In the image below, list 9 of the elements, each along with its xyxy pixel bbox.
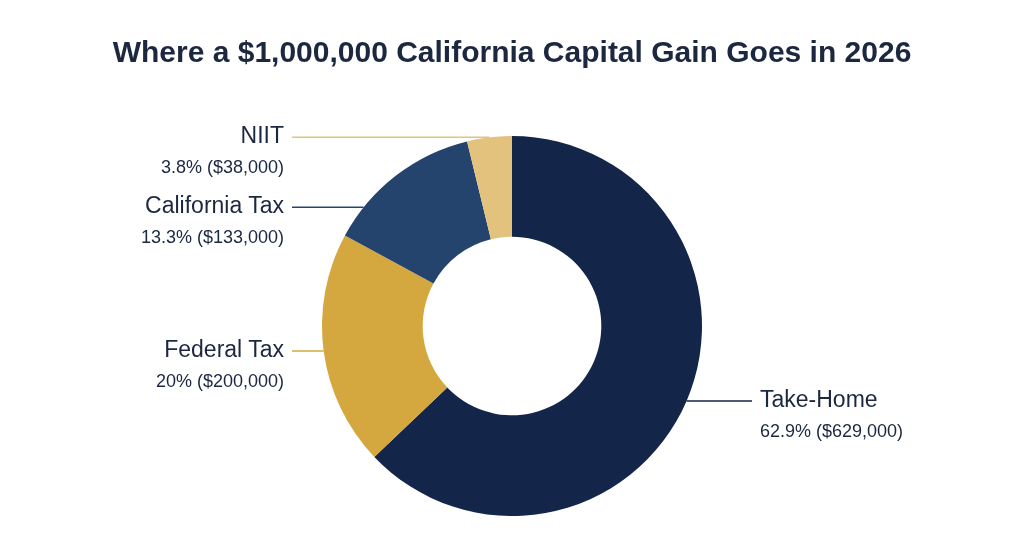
slice-label: NIIT	[240, 122, 284, 149]
slice-label: California Tax	[145, 192, 285, 219]
data-label: 20% ($200,000)	[155, 371, 284, 391]
slice-label: Federal Tax	[164, 336, 285, 362]
data-label: 13.3% ($133,000)	[140, 227, 284, 248]
data-label: 3.8% ($38,000)	[160, 157, 284, 178]
slice-label: Take-Home	[760, 385, 878, 412]
data-label: 62.9% ($629,000)	[760, 420, 904, 441]
chart-title: Where a $1,000,000 California Capital Gain Goes in 2026	[112, 35, 912, 68]
